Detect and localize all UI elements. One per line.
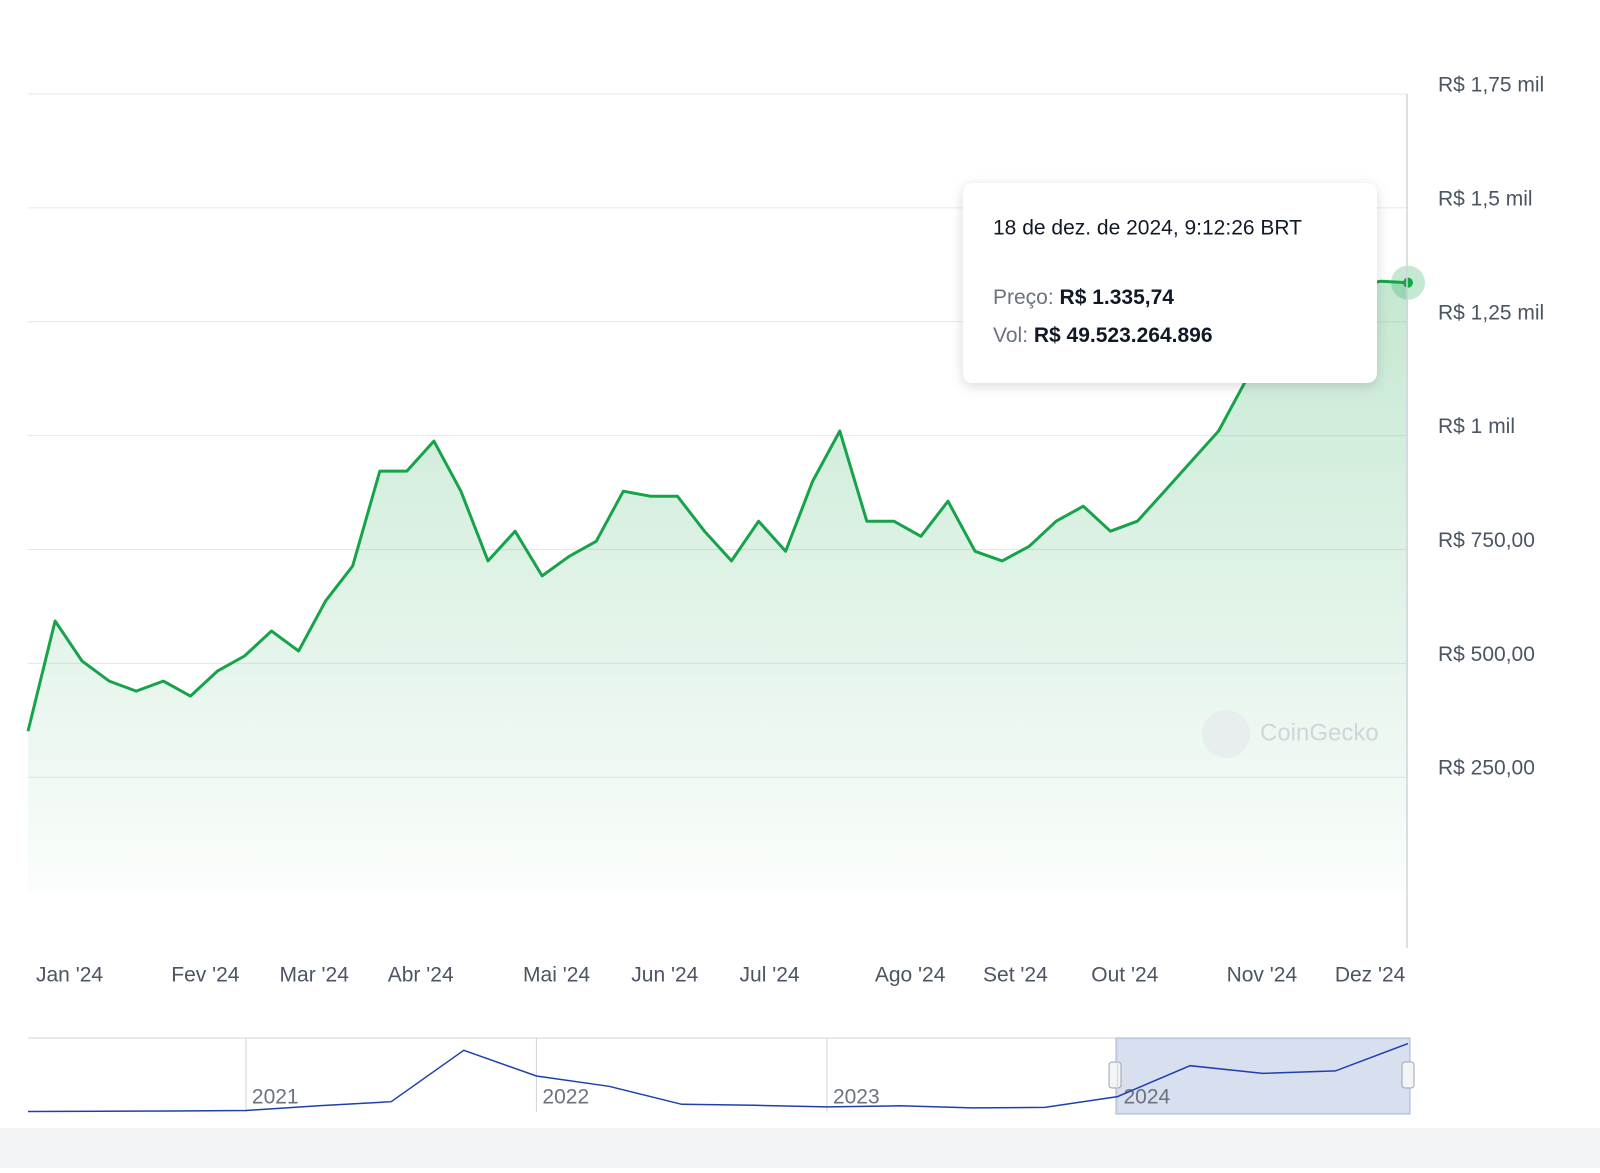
tooltip-volume-key: Vol: (993, 324, 1028, 347)
y-tick-label: R$ 750,00 (1438, 529, 1535, 552)
x-tick-label: Dez '24 (1335, 964, 1406, 987)
tooltip: 18 de dez. de 2024, 9:12:26 BRT Preço: R… (963, 183, 1377, 383)
x-tick-label: Fev '24 (171, 964, 240, 987)
x-tick-label: Jan '24 (36, 964, 103, 987)
y-tick-label: R$ 1,5 mil (1438, 187, 1533, 210)
x-tick-label: Jun '24 (631, 964, 698, 987)
navigator-handle[interactable] (1401, 1061, 1415, 1089)
plot-area (26, 93, 1425, 892)
tooltip-price-label: Preço: R$ 1.335,74 (993, 286, 1174, 309)
navigator-year-label: 2021 (252, 1086, 299, 1109)
tooltip-date: 18 de dez. de 2024, 9:12:26 BRT (993, 217, 1302, 240)
line (26, 279, 1409, 732)
tooltip-box (963, 183, 1377, 383)
x-tick-label: Ago '24 (875, 964, 946, 987)
x-tick-label: Set '24 (983, 964, 1048, 987)
x-tick-label: Mar '24 (280, 964, 350, 987)
x-tick-label: Out '24 (1091, 964, 1158, 987)
area (28, 281, 1408, 892)
x-tick-label: Nov '24 (1227, 964, 1298, 987)
y-tick-label: R$ 250,00 (1438, 757, 1535, 780)
navigator-handle[interactable] (1108, 1061, 1122, 1089)
navigator-year-label: 2024 (1123, 1086, 1170, 1109)
navigator-line (27, 1042, 1409, 1113)
navigator-year-label: 2023 (833, 1086, 880, 1109)
tooltip-volume: R$ 49.523.264.896 (1034, 324, 1213, 347)
y-tick-label: R$ 1,75 mil (1438, 74, 1544, 97)
navigator-year-label: 2022 (542, 1086, 589, 1109)
navigator[interactable]: 2021 2022 2023 2024 (27, 1037, 1415, 1115)
y-tick-label: R$ 500,00 (1438, 643, 1535, 666)
watermark-text: CoinGecko (1260, 719, 1379, 746)
watermark: CoinGecko (1202, 710, 1379, 758)
watermark-logo (1202, 710, 1250, 758)
x-tick-label: Mai '24 (523, 964, 590, 987)
footer-strip (0, 1128, 1600, 1168)
tooltip-price: R$ 1.335,74 (1060, 286, 1175, 309)
y-tick-label: R$ 1,25 mil (1438, 301, 1544, 324)
x-tick-label: Abr '24 (388, 964, 454, 987)
hover-point (1403, 277, 1413, 288)
tooltip-price-key: Preço: (993, 286, 1054, 309)
y-tick-label: R$ 1 mil (1438, 415, 1515, 438)
tooltip-volume-label: Vol: R$ 49.523.264.896 (993, 324, 1213, 347)
x-tick-label: Jul '24 (740, 964, 800, 987)
